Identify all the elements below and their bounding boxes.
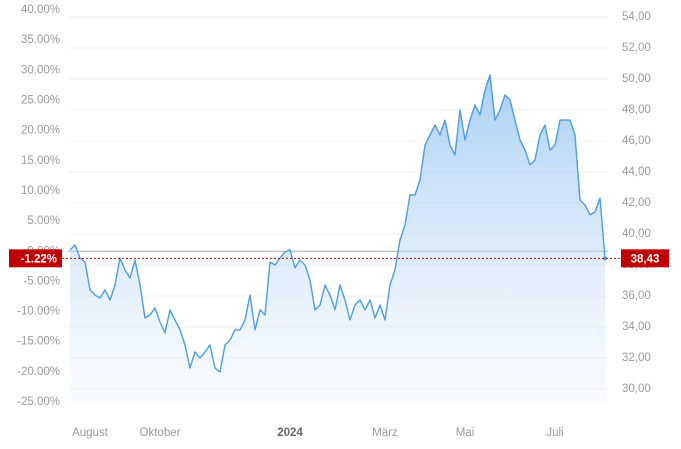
y-tick-label: 25.00%: [21, 94, 60, 106]
x-tick-label: März: [372, 427, 398, 439]
y2-tick-label: 42,00: [622, 197, 651, 209]
x-tick-label: Mai: [456, 427, 475, 439]
y2-tick-label: 34,00: [622, 321, 651, 333]
y-tick-label: 10.00%: [21, 185, 60, 197]
x-tick-label: Juli: [546, 427, 563, 439]
price-label: 38,43: [631, 253, 660, 265]
y2-tick-label: 46,00: [622, 135, 651, 147]
y-tick-label: -10.00%: [17, 306, 60, 318]
x-tick-label: 2024: [277, 427, 303, 439]
y-tick-label: 30.00%: [21, 64, 60, 76]
y-tick-label: 35.00%: [21, 34, 60, 46]
change-box: [9, 249, 62, 268]
y2-tick-label: 50,00: [622, 73, 651, 85]
y2-tick-label: 52,00: [622, 42, 651, 54]
area-fill: [70, 74, 605, 403]
y2-tick-label: 30,00: [622, 383, 651, 395]
y-tick-label: -5.00%: [24, 275, 60, 287]
x-tick-label: Oktober: [140, 427, 181, 439]
price-box: [621, 249, 669, 268]
y-tick-label: 5.00%: [27, 215, 60, 227]
change-label: -1.22%: [21, 253, 57, 265]
last-point: [603, 256, 607, 261]
y2-tick-label: 48,00: [622, 104, 651, 116]
y2-tick-label: 54,00: [622, 11, 651, 23]
y-tick-label: -15.00%: [17, 336, 60, 348]
y2-tick-label: 32,00: [622, 352, 651, 364]
y2-tick-label: 36,00: [622, 290, 651, 302]
y2-tick-label: 40,00: [622, 228, 651, 240]
y-tick-label: 15.00%: [21, 155, 60, 167]
y-tick-label: 20.00%: [21, 125, 60, 137]
y-tick-label: -20.00%: [17, 366, 60, 378]
x-tick-label: August: [72, 427, 109, 439]
y-tick-label: -25.00%: [17, 396, 60, 408]
y2-tick-label: 44,00: [622, 166, 651, 178]
price-line: [69, 74, 606, 373]
y-tick-label: 40.00%: [21, 4, 60, 16]
